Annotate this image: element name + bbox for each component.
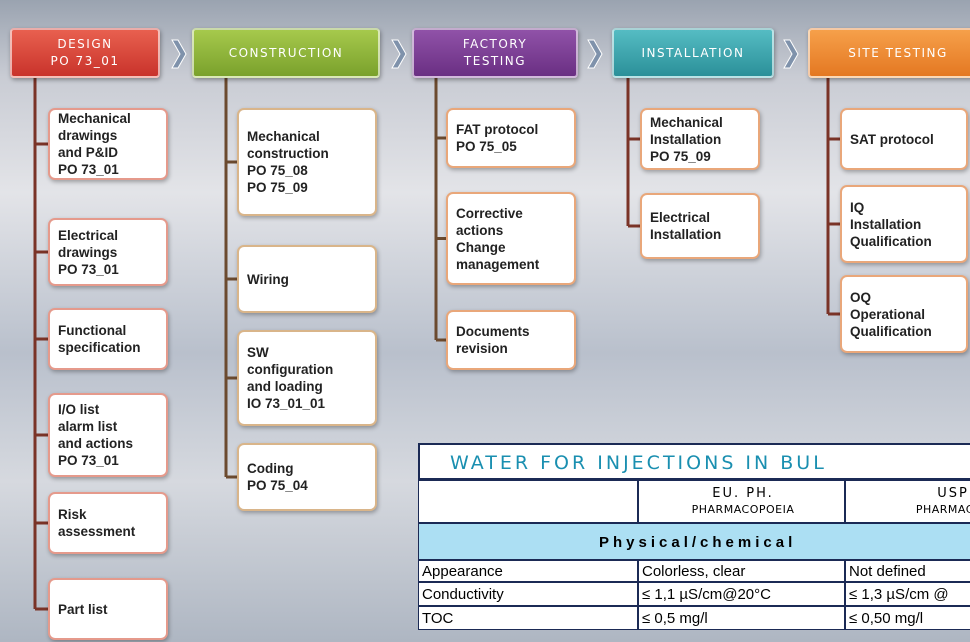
header-sub: PHARMACOPOEIA: [642, 502, 844, 518]
phase-header: FACTORY TESTING: [412, 28, 578, 78]
phase-title: SITE TESTING: [810, 45, 970, 62]
step-box: IQ Installation Qualification: [840, 185, 968, 263]
table-cell: ≤ 1,3 µS/cm @: [845, 582, 970, 606]
step-box: Part list: [48, 578, 168, 640]
header-cell: [418, 480, 638, 523]
table-cell: ≤ 1,1 µS/cm@20°C: [638, 582, 845, 606]
phase-arrow: [392, 40, 406, 68]
header-cell: EU. PH.PHARMACOPOEIA: [638, 480, 845, 523]
table-cell: Appearance: [418, 560, 638, 582]
header-sub: PHARMACOP: [849, 502, 970, 518]
header-name: EU. PH.: [642, 486, 844, 502]
step-box: Electrical drawings PO 73_01: [48, 218, 168, 286]
header-name: USP: [849, 486, 970, 502]
table-cell: Colorless, clear: [638, 560, 845, 582]
phase-arrow: [588, 40, 602, 68]
phase-header: SITE TESTING: [808, 28, 970, 78]
step-box: Mechanical construction PO 75_08 PO 75_0…: [237, 108, 377, 216]
step-box: Wiring: [237, 245, 377, 313]
table-cell: TOC: [418, 606, 638, 630]
table-cell: Not defined: [845, 560, 970, 582]
section-row: Physical/chemical: [418, 523, 970, 560]
step-box: FAT protocol PO 75_05: [446, 108, 576, 168]
table-cell: ≤ 0,5 mg/l: [638, 606, 845, 630]
phase-header: INSTALLATION: [612, 28, 774, 78]
step-box: Risk assessment: [48, 492, 168, 554]
phase-title: FACTORY TESTING: [414, 36, 576, 70]
page: WATER FOR INJECTIONS IN BULEU. PH.PHARMA…: [0, 0, 970, 642]
step-box: SAT protocol: [840, 108, 968, 170]
phase-header: CONSTRUCTION: [192, 28, 380, 78]
header-cell: USPPHARMACOP: [845, 480, 970, 523]
phase-title: DESIGN: [12, 36, 158, 53]
table-cell: Conductivity: [418, 582, 638, 606]
step-box: Mechanical drawings and P&ID PO 73_01: [48, 108, 168, 180]
table-cell: ≤ 0,50 mg/l: [845, 606, 970, 630]
step-box: OQ Operational Qualification: [840, 275, 968, 353]
step-box: Electrical Installation: [640, 193, 760, 259]
step-box: Coding PO 75_04: [237, 443, 377, 511]
phase-arrow: [172, 40, 186, 68]
step-box: Functional specification: [48, 308, 168, 370]
step-box: Documents revision: [446, 310, 576, 370]
step-box: Corrective actions Change management: [446, 192, 576, 285]
phase-code: PO 73_01: [12, 53, 158, 70]
step-box: I/O list alarm list and actions PO 73_01: [48, 393, 168, 477]
step-box: SW configuration and loading IO 73_01_01: [237, 330, 377, 426]
phase-arrow: [784, 40, 798, 68]
phase-title: CONSTRUCTION: [194, 45, 378, 62]
step-box: Mechanical Installation PO 75_09: [640, 108, 760, 170]
table-title: WATER FOR INJECTIONS IN BUL: [418, 443, 970, 480]
phase-title: INSTALLATION: [614, 45, 772, 62]
